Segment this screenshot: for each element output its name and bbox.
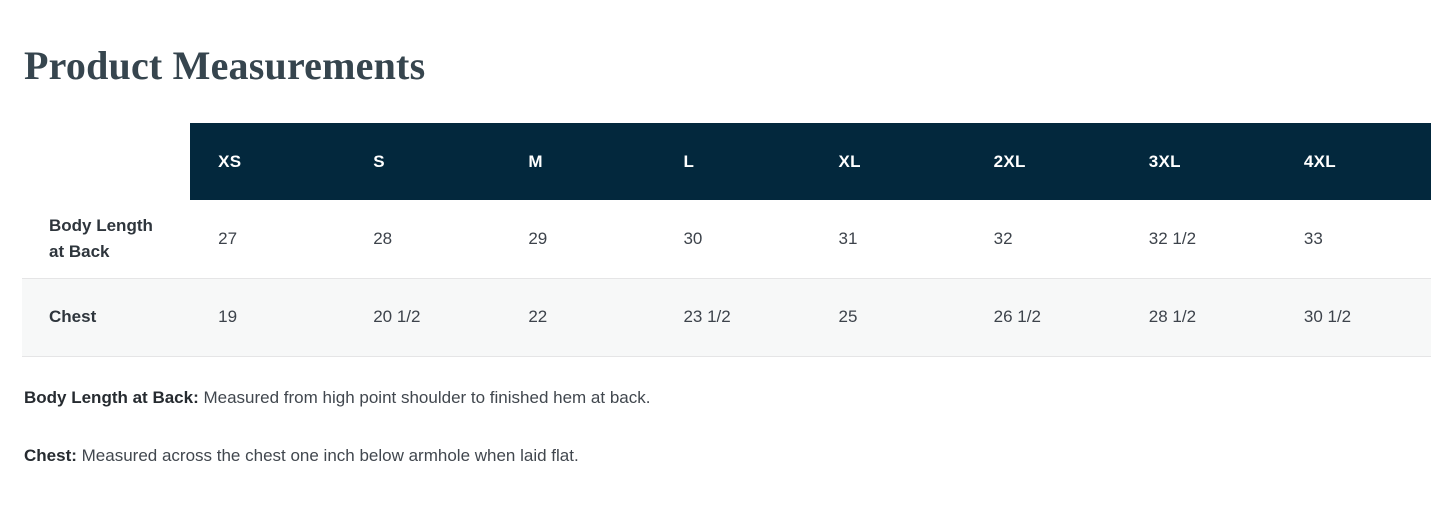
- size-chart-table: XS S M L XL 2XL 3XL 4XL Body Length at B…: [22, 123, 1431, 357]
- size-col-header-l: L: [655, 123, 811, 200]
- body-length-value-l: 30: [655, 200, 811, 279]
- note-chest: Chest: Measured across the chest one inc…: [24, 446, 1445, 465]
- body-length-value-s: 28: [345, 200, 501, 279]
- table-row-chest: Chest 19 20 1/2 22 23 1/2 25 26 1/2 28 1…: [22, 278, 1431, 357]
- page-title: Product Measurements: [24, 43, 426, 88]
- size-col-header-xs: XS: [190, 123, 346, 200]
- size-header-row: XS S M L XL 2XL 3XL 4XL: [22, 123, 1431, 200]
- note-body-length-definition: Measured from high point shoulder to fin…: [203, 387, 651, 407]
- chest-value-2xl: 26 1/2: [965, 278, 1121, 357]
- chest-value-l: 23 1/2: [655, 278, 811, 357]
- note-chest-term: Chest:: [24, 445, 77, 465]
- note-chest-definition: Measured across the chest one inch below…: [81, 445, 579, 465]
- body-length-value-m: 29: [500, 200, 656, 279]
- body-length-value-4xl: 33: [1275, 200, 1431, 279]
- size-col-header-s: S: [345, 123, 501, 200]
- size-col-header-xl: XL: [810, 123, 966, 200]
- corner-cell: [22, 123, 191, 200]
- size-col-header-m: M: [500, 123, 656, 200]
- chest-value-xl: 25: [810, 278, 966, 357]
- chest-value-3xl: 28 1/2: [1120, 278, 1276, 357]
- product-measurements-section: Product Measurements XS S M L XL 2XL 3XL…: [22, 43, 1445, 465]
- table-row-body-length: Body Length at Back 27 28 29 30 31 32 32…: [22, 200, 1431, 279]
- note-body-length: Body Length at Back: Measured from high …: [24, 388, 1445, 407]
- body-length-value-xl: 31: [810, 200, 966, 279]
- note-body-length-term: Body Length at Back:: [24, 387, 199, 407]
- size-col-header-2xl: 2XL: [965, 123, 1121, 200]
- chest-value-m: 22: [500, 278, 656, 357]
- size-col-header-4xl: 4XL: [1275, 123, 1431, 200]
- row-label-text: Chest: [49, 307, 97, 326]
- chest-value-xs: 19: [190, 278, 346, 357]
- body-length-value-2xl: 32: [965, 200, 1121, 279]
- body-length-value-xs: 27: [190, 200, 346, 279]
- row-label-chest: Chest: [22, 278, 191, 357]
- row-label-line-2: at Back: [49, 241, 110, 261]
- row-label-body-length: Body Length at Back: [22, 200, 191, 279]
- measurement-notes: Body Length at Back: Measured from high …: [24, 388, 1445, 465]
- chest-value-4xl: 30 1/2: [1275, 278, 1431, 357]
- row-label-line-1: Body Length: [49, 215, 153, 235]
- chest-value-s: 20 1/2: [345, 278, 501, 357]
- body-length-value-3xl: 32 1/2: [1120, 200, 1276, 279]
- size-col-header-3xl: 3XL: [1120, 123, 1276, 200]
